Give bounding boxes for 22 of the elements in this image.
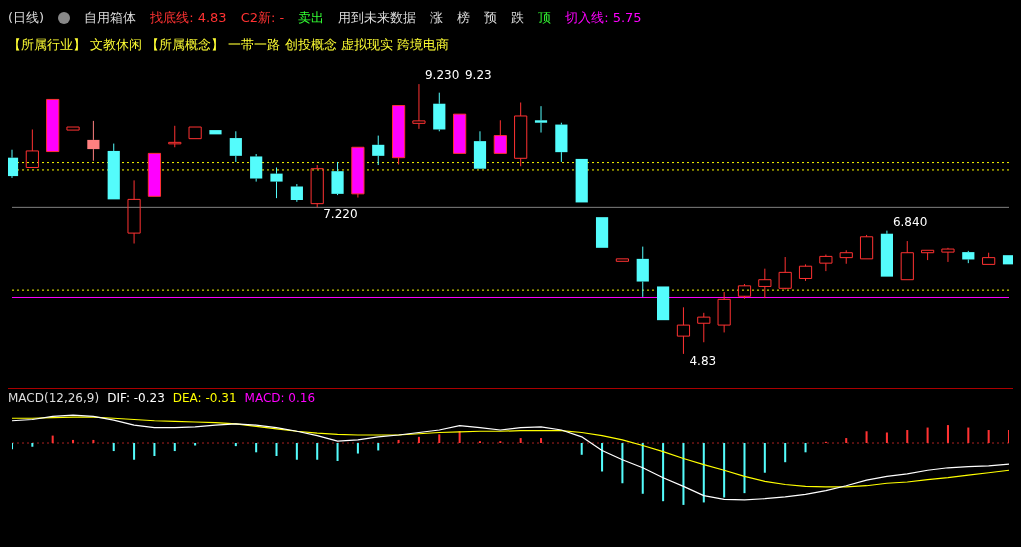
text: 跌 xyxy=(511,9,525,27)
chart-title: MACD(12,26,9) xyxy=(8,391,100,405)
annotation: 6.840 xyxy=(892,214,928,229)
series-label: DIF: -0.23 xyxy=(107,391,165,405)
text: 涨 xyxy=(430,9,444,27)
text: 顶 xyxy=(538,9,552,27)
text: 4.83 xyxy=(689,354,717,369)
text: 找底线: 4.83 xyxy=(150,9,227,27)
text: 榜 xyxy=(457,9,471,27)
text: C2新: - xyxy=(240,9,285,27)
annotation: 7.220 xyxy=(323,207,358,222)
chart-subtitle: 【所属行业】 文教休闲 【所属概念】 一带一路 创投概念 虚拟现实 跨境电商 xyxy=(8,36,450,54)
text: 9.23 xyxy=(464,68,492,83)
text: 用到未来数据 xyxy=(338,9,417,27)
text: 9.230 xyxy=(424,68,460,83)
ref-line-label: 切入线: 5.75 xyxy=(565,9,642,27)
text: 预 xyxy=(484,9,498,27)
chart-title: (日线) xyxy=(8,9,45,27)
text: MACD: 0.16 xyxy=(244,391,316,405)
text: 卖出 xyxy=(298,9,325,27)
text: 自用箱体 xyxy=(84,9,137,27)
series-label: DEA: -0.31 xyxy=(172,391,237,405)
